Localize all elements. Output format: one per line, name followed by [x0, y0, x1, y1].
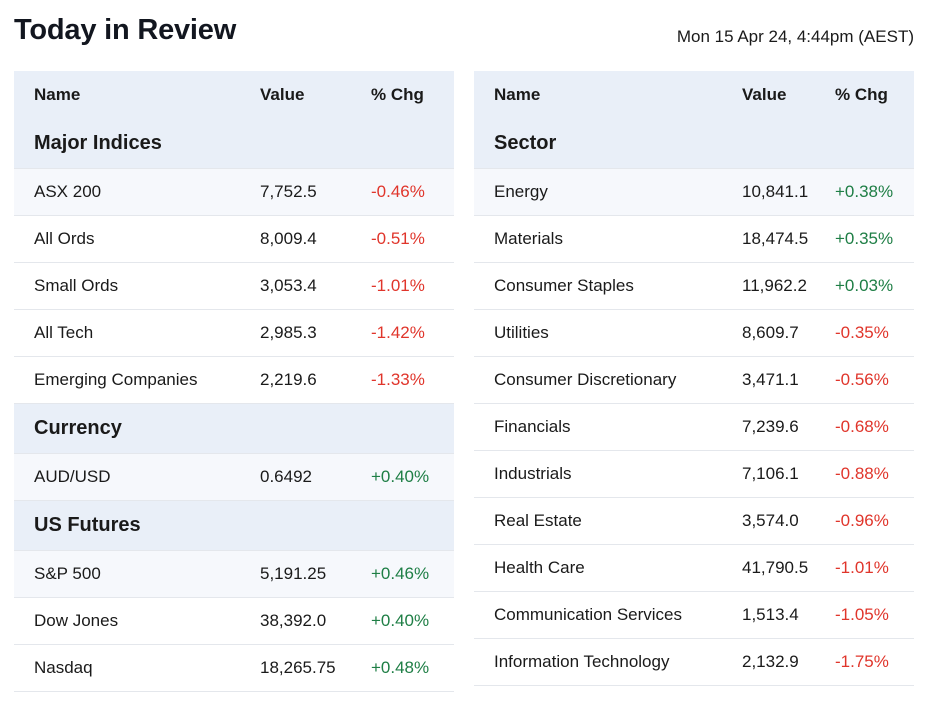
- row-value: 2,219.6: [260, 370, 317, 389]
- row-value: 0.6492: [260, 467, 312, 486]
- section-header: Currency: [14, 404, 454, 454]
- row-name[interactable]: Real Estate: [494, 511, 582, 530]
- row-value: 8,009.4: [260, 229, 317, 248]
- row-percent-change: -1.01%: [835, 558, 889, 577]
- table-row[interactable]: Emerging Companies 2,219.6 -1.33%: [14, 357, 454, 404]
- table-row[interactable]: Small Ords 3,053.4 -1.01%: [14, 263, 454, 310]
- table-row[interactable]: Energy 10,841.1 +0.38%: [474, 169, 914, 216]
- table-row[interactable]: Dow Jones 38,392.0 +0.40%: [14, 598, 454, 645]
- row-percent-change: -1.01%: [371, 276, 425, 295]
- table-row[interactable]: Materials 18,474.5 +0.35%: [474, 216, 914, 263]
- row-percent-change: -1.33%: [371, 370, 425, 389]
- column-chg-header: % Chg: [835, 85, 888, 104]
- table-row[interactable]: Communication Services 1,513.4 -1.05%: [474, 592, 914, 639]
- column-header-row: Name Value % Chg: [14, 71, 454, 119]
- row-name[interactable]: S&P 500: [34, 564, 101, 583]
- row-name[interactable]: Consumer Discretionary: [494, 370, 677, 389]
- sector-table: Name Value % Chg Sector Energy 10,841.1 +0.…: [474, 71, 914, 686]
- row-value: 18,265.75: [260, 658, 336, 677]
- row-name[interactable]: Industrials: [494, 464, 572, 483]
- row-value: 7,239.6: [742, 417, 799, 436]
- column-value-header: Value: [742, 85, 787, 104]
- table-row[interactable]: Consumer Discretionary 3,471.1 -0.56%: [474, 357, 914, 404]
- row-value: 8,609.7: [742, 323, 799, 342]
- row-value: 41,790.5: [742, 558, 809, 577]
- section-header: Sector: [474, 119, 914, 169]
- row-name[interactable]: Financials: [494, 417, 571, 436]
- row-name[interactable]: Health Care: [494, 558, 585, 577]
- table-row[interactable]: AUD/USD 0.6492 +0.40%: [14, 454, 454, 501]
- row-name[interactable]: Small Ords: [34, 276, 119, 295]
- row-value: 3,574.0: [742, 511, 799, 530]
- column-name-header: Name: [494, 85, 541, 104]
- row-percent-change: +0.40%: [371, 467, 430, 486]
- table-row[interactable]: Consumer Staples 11,962.2 +0.03%: [474, 263, 914, 310]
- row-percent-change: -0.56%: [835, 370, 889, 389]
- section-header: Major Indices: [14, 119, 454, 169]
- row-value: 3,053.4: [260, 276, 317, 295]
- row-percent-change: +0.46%: [371, 564, 430, 583]
- timestamp: Mon 15 Apr 24, 4:44pm (AEST): [676, 27, 914, 46]
- row-name[interactable]: Emerging Companies: [34, 370, 198, 389]
- row-percent-change: -0.96%: [835, 511, 889, 530]
- table-row[interactable]: All Ords 8,009.4 -0.51%: [14, 216, 454, 263]
- row-percent-change: +0.38%: [835, 182, 894, 201]
- row-percent-change: -1.42%: [371, 323, 425, 342]
- row-percent-change: -1.75%: [835, 652, 889, 671]
- row-percent-change: -0.88%: [835, 464, 889, 483]
- column-name-header: Name: [34, 85, 81, 104]
- row-name[interactable]: Utilities: [494, 323, 549, 342]
- table-row[interactable]: Industrials 7,106.1 -0.88%: [474, 451, 914, 498]
- column-value-header: Value: [260, 85, 305, 104]
- row-percent-change: -0.51%: [371, 229, 425, 248]
- table-row[interactable]: ASX 200 7,752.5 -0.46%: [14, 169, 454, 216]
- column-chg-header: % Chg: [371, 85, 424, 104]
- row-name[interactable]: ASX 200: [34, 182, 102, 201]
- row-value: 11,962.2: [742, 276, 807, 295]
- row-percent-change: -0.35%: [835, 323, 889, 342]
- row-percent-change: +0.48%: [371, 658, 430, 677]
- row-percent-change: -0.46%: [371, 182, 425, 201]
- row-name[interactable]: AUD/USD: [34, 467, 111, 486]
- row-name[interactable]: Nasdaq: [34, 658, 93, 677]
- row-value: 3,471.1: [742, 370, 799, 389]
- table-row[interactable]: Information Technology 2,132.9 -1.75%: [474, 639, 914, 686]
- row-percent-change: -1.05%: [835, 605, 889, 624]
- row-percent-change: +0.35%: [835, 229, 894, 248]
- row-name[interactable]: All Tech: [34, 323, 94, 342]
- table-row[interactable]: Health Care 41,790.5 -1.01%: [474, 545, 914, 592]
- row-name[interactable]: All Ords: [34, 229, 95, 248]
- row-value: 1,513.4: [742, 605, 799, 624]
- table-row[interactable]: S&P 500 5,191.25 +0.46%: [14, 551, 454, 598]
- row-percent-change: -0.68%: [835, 417, 889, 436]
- row-name[interactable]: Dow Jones: [34, 611, 119, 630]
- row-name[interactable]: Energy: [494, 182, 548, 201]
- row-value: 7,752.5: [260, 182, 317, 201]
- row-name[interactable]: Consumer Staples: [494, 276, 634, 295]
- table-row[interactable]: Nasdaq 18,265.75 +0.48%: [14, 645, 454, 692]
- table-row[interactable]: All Tech 2,985.3 -1.42%: [14, 310, 454, 357]
- row-name[interactable]: Information Technology: [494, 652, 670, 671]
- row-value: 38,392.0: [260, 611, 327, 630]
- row-percent-change: +0.03%: [835, 276, 894, 295]
- table-row[interactable]: Real Estate 3,574.0 -0.96%: [474, 498, 914, 545]
- row-value: 7,106.1: [742, 464, 799, 483]
- section-header: US Futures: [14, 501, 454, 551]
- table-row[interactable]: Utilities 8,609.7 -0.35%: [474, 310, 914, 357]
- row-value: 2,132.9: [742, 652, 799, 671]
- row-value: 18,474.5: [742, 229, 809, 248]
- row-name[interactable]: Materials: [494, 229, 563, 248]
- row-percent-change: +0.40%: [371, 611, 430, 630]
- row-name[interactable]: Communication Services: [494, 605, 683, 624]
- column-header-row: Name Value % Chg: [474, 71, 914, 119]
- market-indices-table: Name Value % Chg Major Indices ASX 200 7,7…: [14, 71, 454, 692]
- row-value: 10,841.1: [742, 182, 809, 201]
- page-title: Today in Review: [14, 14, 237, 46]
- table-row[interactable]: Financials 7,239.6 -0.68%: [474, 404, 914, 451]
- row-value: 2,985.3: [260, 323, 317, 342]
- row-value: 5,191.25: [260, 564, 327, 583]
